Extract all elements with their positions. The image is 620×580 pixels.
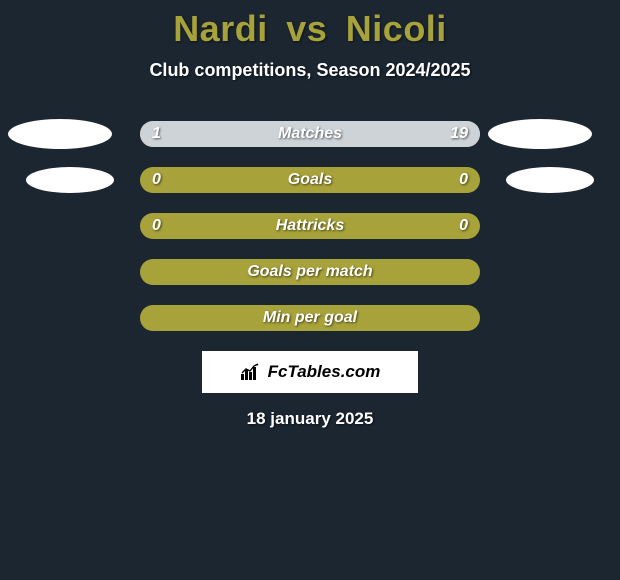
page-title: Nardi vs Nicoli	[0, 0, 620, 50]
stat-value-right	[456, 259, 480, 285]
title-player2: Nicoli	[346, 8, 447, 49]
stat-bar: Goals per match	[140, 259, 480, 285]
chart-canvas: Nardi vs Nicoli Club competitions, Seaso…	[0, 0, 620, 580]
stat-value-right: 0	[447, 213, 480, 239]
player1-marker	[8, 119, 112, 149]
stat-value-left: 1	[140, 121, 173, 147]
stat-row: Goals per match	[0, 259, 620, 285]
stat-value-right: 0	[447, 167, 480, 193]
stat-label: Min per goal	[140, 305, 480, 331]
player2-marker	[506, 167, 594, 193]
stat-bar: 0 0Goals	[140, 167, 480, 193]
bar-chart-icon	[240, 362, 262, 382]
subtitle: Club competitions, Season 2024/2025	[0, 60, 620, 81]
attribution-box: FcTables.com	[202, 351, 418, 393]
stat-value-right	[456, 305, 480, 331]
attribution-inner: FcTables.com	[240, 362, 381, 382]
stat-value-left	[140, 259, 164, 285]
stat-row: 0 0Goals	[0, 167, 620, 193]
stat-bar: 0 0Hattricks	[140, 213, 480, 239]
stat-value-left: 0	[140, 167, 173, 193]
stat-label: Goals	[140, 167, 480, 193]
stat-bar: 119Matches	[140, 121, 480, 147]
stat-row: 0 0Hattricks	[0, 213, 620, 239]
stat-row: Min per goal	[0, 305, 620, 331]
stat-row: 119Matches	[0, 121, 620, 147]
title-player1: Nardi	[173, 8, 268, 49]
stat-value-left	[140, 305, 164, 331]
date-text: 18 january 2025	[0, 409, 620, 429]
player2-marker	[488, 119, 592, 149]
stat-label: Hattricks	[140, 213, 480, 239]
stat-bar: Min per goal	[140, 305, 480, 331]
attribution-text: FcTables.com	[268, 362, 381, 382]
stat-label: Goals per match	[140, 259, 480, 285]
stats-area: 119Matches00Goals00HattricksGoals per ma…	[0, 121, 620, 331]
player1-marker	[26, 167, 114, 193]
stat-value-left: 0	[140, 213, 173, 239]
bar-right-fill	[157, 121, 480, 147]
title-vs: vs	[286, 8, 327, 49]
stat-value-right: 19	[438, 121, 480, 147]
